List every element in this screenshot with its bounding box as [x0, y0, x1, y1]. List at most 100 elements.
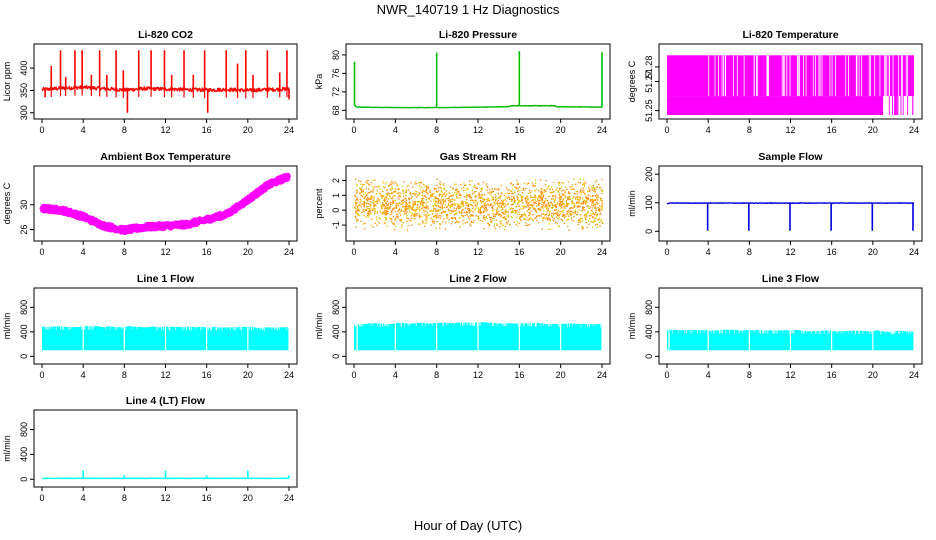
rh-point: [551, 206, 553, 209]
y-tick-label: 400: [19, 324, 29, 339]
rh-point: [570, 210, 572, 212]
rh-point: [557, 225, 559, 227]
rh-point: [425, 216, 427, 218]
rh-point: [447, 204, 450, 206]
rh-point: [562, 209, 565, 211]
x-tick-label: 20: [868, 370, 878, 380]
rh-point: [386, 196, 388, 198]
rh-point: [393, 191, 395, 193]
rh-point: [456, 188, 458, 190]
rh-point: [533, 202, 536, 204]
rh-point: [383, 186, 385, 188]
rh-point: [431, 195, 433, 197]
rh-point: [476, 203, 479, 205]
rh-point: [364, 195, 366, 198]
rh-point: [438, 215, 440, 217]
rh-point: [569, 211, 571, 213]
rh-point: [514, 209, 516, 212]
rh-point: [584, 201, 587, 203]
x-tick-label: 4: [706, 247, 711, 257]
rh-point: [474, 191, 476, 193]
rh-point: [520, 200, 522, 202]
rh-point: [505, 221, 508, 224]
rh-point: [478, 217, 480, 220]
rh-point: [560, 186, 563, 188]
x-tick-label: 20: [556, 370, 566, 380]
rh-point: [584, 193, 586, 195]
rh-point: [556, 187, 558, 189]
rh-point: [537, 208, 539, 210]
rh-point: [591, 204, 593, 206]
rh-point: [416, 206, 418, 208]
panel-title: Line 2 Flow: [449, 273, 507, 285]
rh-point: [421, 194, 423, 196]
y-tick-label: 0: [644, 229, 654, 234]
rh-point: [532, 207, 534, 209]
rh-point: [426, 187, 429, 189]
rh-point: [395, 206, 398, 208]
rh-point: [569, 208, 571, 210]
rh-point: [580, 221, 582, 223]
rh-point: [452, 194, 454, 197]
rh-point: [448, 192, 451, 194]
rh-point: [367, 205, 369, 208]
rh-point: [567, 225, 569, 228]
rh-point: [422, 190, 425, 192]
rh-point: [441, 208, 444, 210]
rh-point: [408, 198, 411, 200]
rh-point: [572, 188, 574, 190]
rh-point: [384, 199, 387, 202]
x-tick-label: 24: [909, 125, 919, 135]
rh-point: [545, 213, 548, 215]
rh-point: [487, 222, 489, 224]
rh-point: [492, 215, 495, 218]
rh-point: [599, 187, 601, 189]
rh-point: [483, 199, 486, 202]
rh-point: [363, 211, 365, 213]
rh-point: [500, 202, 502, 204]
y-tick-label: 400: [331, 324, 341, 339]
rh-point: [364, 228, 366, 230]
rh-point: [463, 196, 466, 198]
rh-point: [505, 187, 508, 189]
rh-point: [543, 195, 545, 197]
rh-point: [528, 224, 530, 226]
rh-point: [499, 203, 501, 205]
rh-point: [592, 185, 594, 187]
rh-point: [577, 205, 579, 207]
rh-point: [372, 209, 374, 211]
rh-point: [436, 215, 438, 217]
rh-point: [498, 197, 500, 199]
rh-point: [469, 184, 471, 186]
rh-point: [405, 210, 407, 212]
rh-point: [376, 185, 378, 188]
lower-band: [667, 96, 884, 115]
rh-point: [422, 202, 425, 204]
rh-point: [561, 196, 563, 198]
rh-point: [369, 211, 371, 213]
rh-point: [575, 197, 577, 199]
x-tick-label: 12: [160, 493, 170, 503]
rh-point: [529, 213, 531, 215]
rh-point: [357, 213, 359, 215]
rh-point: [492, 210, 494, 212]
rh-point: [361, 203, 363, 205]
rh-point: [496, 207, 499, 209]
rh-point: [463, 215, 465, 217]
rh-point: [500, 214, 502, 216]
rh-point: [355, 215, 357, 217]
rh-point: [511, 190, 513, 193]
rh-point: [520, 208, 522, 210]
rh-point: [442, 202, 444, 204]
rh-point: [592, 195, 594, 198]
rh-point: [355, 205, 357, 207]
rh-point: [394, 219, 396, 221]
rh-point: [368, 207, 370, 210]
rh-point: [473, 219, 475, 221]
rh-point: [501, 225, 503, 227]
rh-point: [580, 193, 582, 195]
rh-point: [456, 192, 458, 194]
rh-point: [538, 202, 540, 204]
rh-point: [536, 188, 538, 191]
rh-point: [587, 197, 589, 199]
